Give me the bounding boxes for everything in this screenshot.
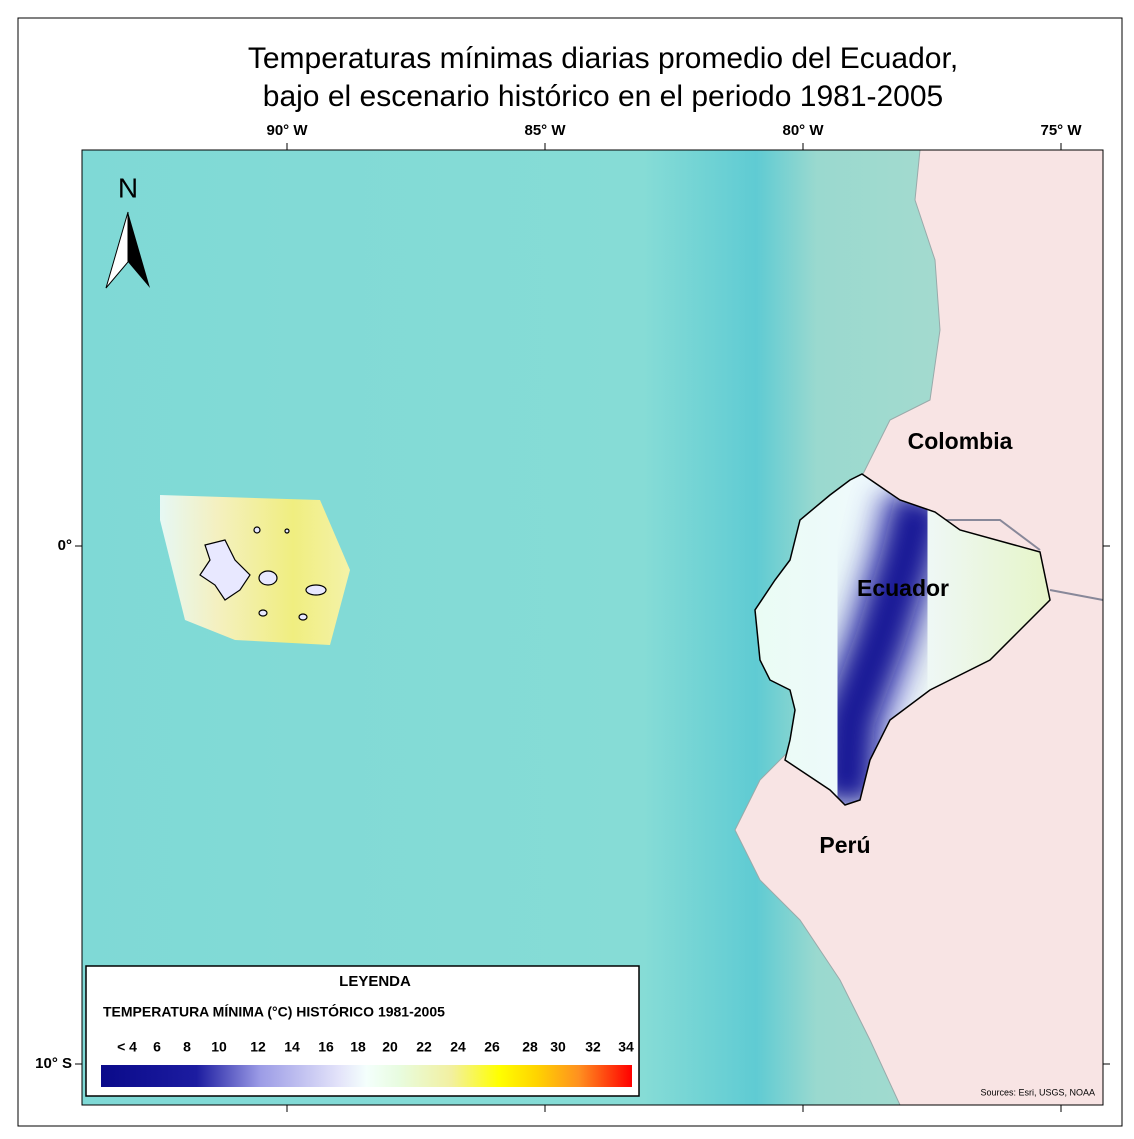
islands xyxy=(199,526,327,621)
border-line xyxy=(940,519,1104,601)
country-label: Ecuador xyxy=(857,575,949,601)
longitude-label: 85° W xyxy=(524,122,566,139)
north-arrow-right xyxy=(128,212,150,288)
legend-scale-label: 32 xyxy=(585,1039,601,1055)
galapagos-field xyxy=(160,495,350,645)
legend-scale-label: 14 xyxy=(284,1039,300,1055)
latitude-label: 10° S xyxy=(35,1055,72,1072)
sources-credit: Sources: Esri, USGS, NOAA xyxy=(980,1087,1095,1097)
legend-title: TEMPERATURA MÍNIMA (°C) HISTÓRICO 1981-2… xyxy=(103,1003,445,1020)
country-label: Colombia xyxy=(908,428,1013,454)
legend-scale-label: 16 xyxy=(318,1039,334,1055)
longitude-label: 80° W xyxy=(782,122,824,139)
legend-scale-label: 22 xyxy=(416,1039,432,1055)
ecuador-cold-band xyxy=(800,489,964,803)
map-frame xyxy=(81,149,1104,1106)
title-line: bajo el escenario histórico en el period… xyxy=(263,80,943,113)
country-label: Perú xyxy=(819,832,870,858)
legend-ramp xyxy=(101,1065,632,1087)
legend-scale-label: 34 xyxy=(618,1039,634,1055)
legend-heading: LEYENDA xyxy=(339,973,411,990)
longitude-label: 75° W xyxy=(1040,122,1082,139)
latitude-label: 0° xyxy=(58,537,72,554)
legend-scale-label: 10 xyxy=(211,1039,227,1055)
legend-scale-label: 18 xyxy=(350,1039,366,1055)
north-label: N xyxy=(118,172,138,203)
graticule-ticks xyxy=(75,143,1110,1112)
legend-scale-label: 26 xyxy=(484,1039,500,1055)
legend-scale-label: 8 xyxy=(183,1039,191,1055)
legend-scale-label: 28 xyxy=(522,1039,538,1055)
legend-scale-label: 12 xyxy=(250,1039,266,1055)
legend-scale-label: 30 xyxy=(550,1039,566,1055)
legend-scale-label: 6 xyxy=(153,1039,161,1055)
legend-scale-label: 24 xyxy=(450,1039,466,1055)
longitude-label: 90° W xyxy=(266,122,308,139)
legend-scale-label: < 4 xyxy=(117,1039,137,1055)
legend-scale-label: 20 xyxy=(382,1039,398,1055)
title-line: Temperaturas mínimas diarias promedio de… xyxy=(248,42,958,75)
